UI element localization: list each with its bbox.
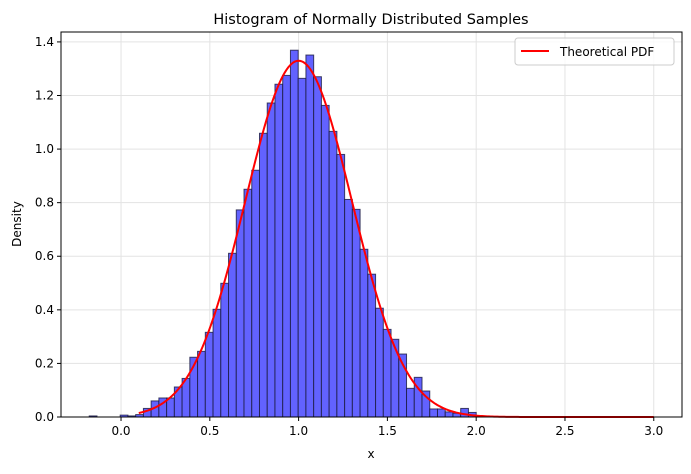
y-tick-label: 0.4 xyxy=(35,303,54,317)
legend-label-pdf: Theoretical PDF xyxy=(559,45,654,59)
x-tick-label: 2.5 xyxy=(555,424,574,438)
histogram-bar xyxy=(313,76,322,418)
histogram-bar xyxy=(197,350,206,418)
histogram-bar xyxy=(212,308,222,418)
histogram-bar xyxy=(228,252,237,418)
histogram-bar xyxy=(375,307,384,418)
y-tick-label: 0.6 xyxy=(35,249,54,263)
histogram-bar xyxy=(297,77,307,418)
histogram-bar xyxy=(282,74,291,418)
histogram-bar xyxy=(258,132,268,418)
histogram-bar xyxy=(220,282,230,418)
histogram-bar xyxy=(359,248,369,418)
histogram-bar xyxy=(243,188,253,418)
histogram-bar xyxy=(406,387,415,418)
histogram-bar xyxy=(344,198,353,418)
y-tick-label: 0.0 xyxy=(35,410,54,424)
histogram-bar xyxy=(460,407,469,418)
histogram-bar xyxy=(436,408,446,418)
histogram-bar xyxy=(305,54,315,418)
x-axis-label: x xyxy=(367,447,374,461)
x-tick-label: 0.5 xyxy=(200,424,219,438)
histogram-bar xyxy=(204,331,214,418)
histogram-bar xyxy=(289,49,299,418)
grid xyxy=(61,32,682,418)
x-tick-label: 0.0 xyxy=(111,424,130,438)
y-tick-label: 1.2 xyxy=(35,88,54,102)
x-tick-label: 3.0 xyxy=(644,424,663,438)
y-axis-ticks: 0.0 0.2 0.4 0.6 0.8 1.0 1.2 1.4 xyxy=(35,35,61,424)
histogram-bar xyxy=(251,169,260,418)
x-axis-ticks: 0.0 0.5 1.0 1.5 2.0 2.5 3.0 xyxy=(111,417,663,438)
histogram-bar xyxy=(429,408,438,418)
histogram-bar xyxy=(336,153,346,418)
histogram-bar xyxy=(320,104,330,418)
histogram-bar xyxy=(382,328,392,418)
histogram-bar xyxy=(235,209,245,418)
histogram-bar xyxy=(166,397,175,418)
histogram-bar xyxy=(390,338,400,418)
x-tick-label: 1.0 xyxy=(289,424,308,438)
histogram-bar xyxy=(444,411,454,418)
histogram-bars xyxy=(88,49,477,418)
y-tick-label: 0.8 xyxy=(35,196,54,210)
x-tick-label: 2.0 xyxy=(467,424,486,438)
x-tick-label: 1.5 xyxy=(378,424,397,438)
legend-box xyxy=(514,37,675,66)
histogram-bar xyxy=(266,102,276,418)
histogram-bar xyxy=(328,130,338,418)
histogram-bar xyxy=(367,273,377,418)
legend: Theoretical PDF xyxy=(514,37,675,66)
y-axis-label: Density xyxy=(10,201,24,247)
histogram-bar xyxy=(274,83,284,418)
y-tick-label: 1.0 xyxy=(35,142,54,156)
y-tick-label: 1.4 xyxy=(35,35,54,49)
chart-title: Histogram of Normally Distributed Sample… xyxy=(213,12,528,28)
histogram-bar xyxy=(351,208,361,418)
plot-frame xyxy=(60,31,683,418)
y-tick-label: 0.2 xyxy=(35,356,54,370)
